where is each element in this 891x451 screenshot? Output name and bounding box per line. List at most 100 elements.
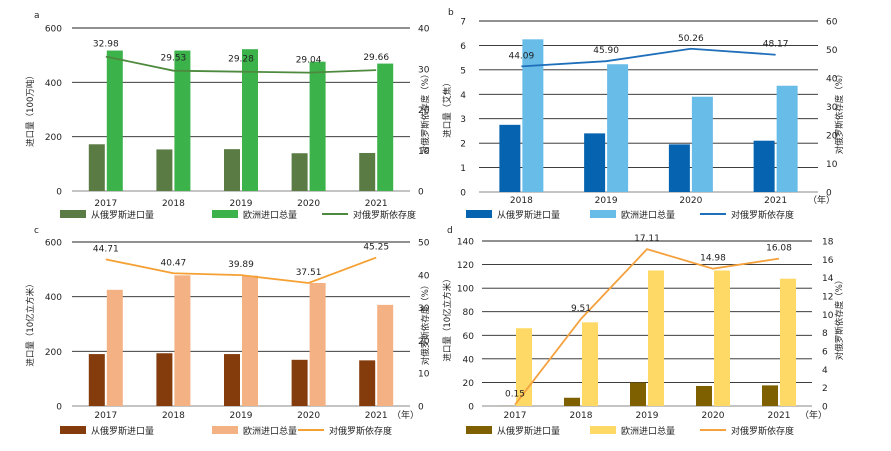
legend-swatch [212, 426, 238, 434]
y2-tick-label: 4 [822, 366, 828, 376]
legend-swatch [590, 210, 616, 218]
x-tick-label: 2020 [679, 196, 702, 206]
dependency-line [515, 249, 779, 404]
legend-swatch [590, 426, 616, 434]
y2-tick-label: 16 [822, 256, 834, 266]
bar-russia-import [564, 398, 580, 406]
y2-axis-label: 对俄罗斯依存度（%） [420, 281, 431, 366]
y-tick-label: 7 [460, 18, 466, 28]
bar-europe-total [522, 39, 543, 192]
data-label: 17.11 [634, 234, 660, 244]
data-label: 37.51 [296, 268, 322, 278]
bar-russia-import [89, 354, 105, 406]
x-unit-label: （年） [392, 409, 419, 421]
y-tick-label: 80 [463, 308, 475, 318]
y-axis-label: 进口量（10亿立方米） [25, 279, 36, 366]
bar-europe-total [310, 62, 326, 191]
legend-label: 对俄罗斯依存度 [731, 425, 794, 437]
bar-europe-total [714, 270, 730, 406]
bar-russia-import [89, 144, 105, 191]
x-tick-label: 2018 [162, 199, 185, 209]
x-tick-label: 2019 [595, 196, 618, 206]
bar-europe-total [242, 276, 258, 406]
data-label: 29.53 [161, 54, 187, 64]
y2-tick-label: 40 [418, 25, 430, 35]
data-label: 44.09 [508, 51, 534, 61]
bar-russia-import [292, 153, 308, 191]
data-label: 45.90 [593, 46, 619, 56]
x-unit-label: （年） [808, 194, 835, 206]
y-tick-label: 1 [460, 164, 466, 174]
x-tick-label: 2018 [510, 196, 533, 206]
y-axis-label: 进口量（10亿立方米） [442, 274, 453, 361]
x-tick-label: 2021 [365, 199, 388, 209]
y-tick-label: 140 [457, 238, 474, 248]
x-unit-label: （年） [800, 409, 827, 421]
y-tick-label: 600 [45, 25, 62, 35]
y2-tick-label: 14 [822, 274, 834, 284]
bar-russia-import [156, 149, 172, 191]
y-tick-label: 120 [457, 261, 474, 271]
legend-label: 从俄罗斯进口量 [497, 209, 560, 221]
data-label: 14.98 [700, 254, 726, 264]
bar-russia-import [669, 144, 690, 192]
chart-panel-b: b012345670102030405060进口量（艾焦）对俄罗斯依存度（%）4… [442, 8, 845, 221]
data-label: 40.47 [161, 258, 187, 268]
legend-label: 欧洲进口总量 [621, 425, 675, 437]
x-tick-label: 2017 [504, 411, 527, 421]
bar-europe-total [377, 305, 393, 406]
y-tick-label: 0 [468, 403, 474, 413]
bar-europe-total [777, 86, 798, 192]
y2-tick-label: 6 [822, 348, 828, 358]
bar-europe-total [107, 51, 123, 191]
x-tick-label: 2017 [94, 199, 117, 209]
panel-letter: b [448, 8, 454, 18]
data-label: 9.51 [571, 304, 591, 314]
data-label: 50.26 [678, 34, 704, 44]
y-tick-label: 200 [45, 133, 62, 143]
bar-russia-import [224, 149, 240, 191]
legend-label: 对俄罗斯依存度 [353, 209, 416, 221]
y-axis-label: 进口量（100万吨） [25, 71, 36, 147]
y2-tick-label: 50 [826, 46, 838, 56]
panel-letter: d [447, 226, 453, 236]
bar-russia-import [156, 353, 172, 406]
legend-swatch [60, 210, 86, 218]
y2-axis-label: 对俄罗斯依存度（%） [420, 70, 431, 155]
y-tick-label: 60 [463, 332, 475, 342]
bar-russia-import [696, 386, 712, 406]
y2-axis-label: 对俄罗斯依存度（%） [834, 276, 845, 361]
x-tick-label: 2020 [297, 411, 320, 421]
y2-tick-label: 12 [822, 293, 833, 303]
legend-swatch [60, 426, 86, 434]
x-tick-label: 2020 [297, 199, 320, 209]
bar-europe-total [242, 49, 258, 191]
y-tick-label: 600 [45, 239, 62, 249]
bar-russia-import [762, 385, 778, 406]
chart-panel-d: d020406080100120140024681012141618进口量（10… [442, 226, 845, 437]
y-tick-label: 400 [45, 79, 62, 89]
bar-russia-import [292, 360, 308, 406]
bar-russia-import [359, 153, 375, 191]
data-label: 32.98 [93, 40, 119, 50]
legend-label: 对俄罗斯依存度 [329, 425, 392, 437]
bar-europe-total [107, 290, 123, 406]
x-tick-label: 2019 [230, 411, 253, 421]
y2-tick-label: 8 [822, 329, 828, 339]
y-tick-label: 20 [463, 379, 475, 389]
legend-label: 欧洲进口总量 [243, 209, 297, 221]
bar-russia-import [584, 133, 605, 192]
y2-tick-label: 10 [418, 370, 430, 380]
legend-swatch [466, 426, 492, 434]
legend-label: 从俄罗斯进口量 [497, 425, 560, 437]
dependency-line [521, 49, 775, 67]
x-tick-label: 2019 [230, 199, 253, 209]
chart-panel-c: c020040060001020304050进口量（10亿立方米）对俄罗斯依存度… [25, 226, 431, 437]
bar-russia-import [630, 382, 646, 406]
legend-label: 从俄罗斯进口量 [91, 209, 154, 221]
y2-tick-label: 40 [418, 271, 430, 281]
x-tick-label: 2018 [570, 411, 593, 421]
bar-europe-total [648, 270, 664, 406]
